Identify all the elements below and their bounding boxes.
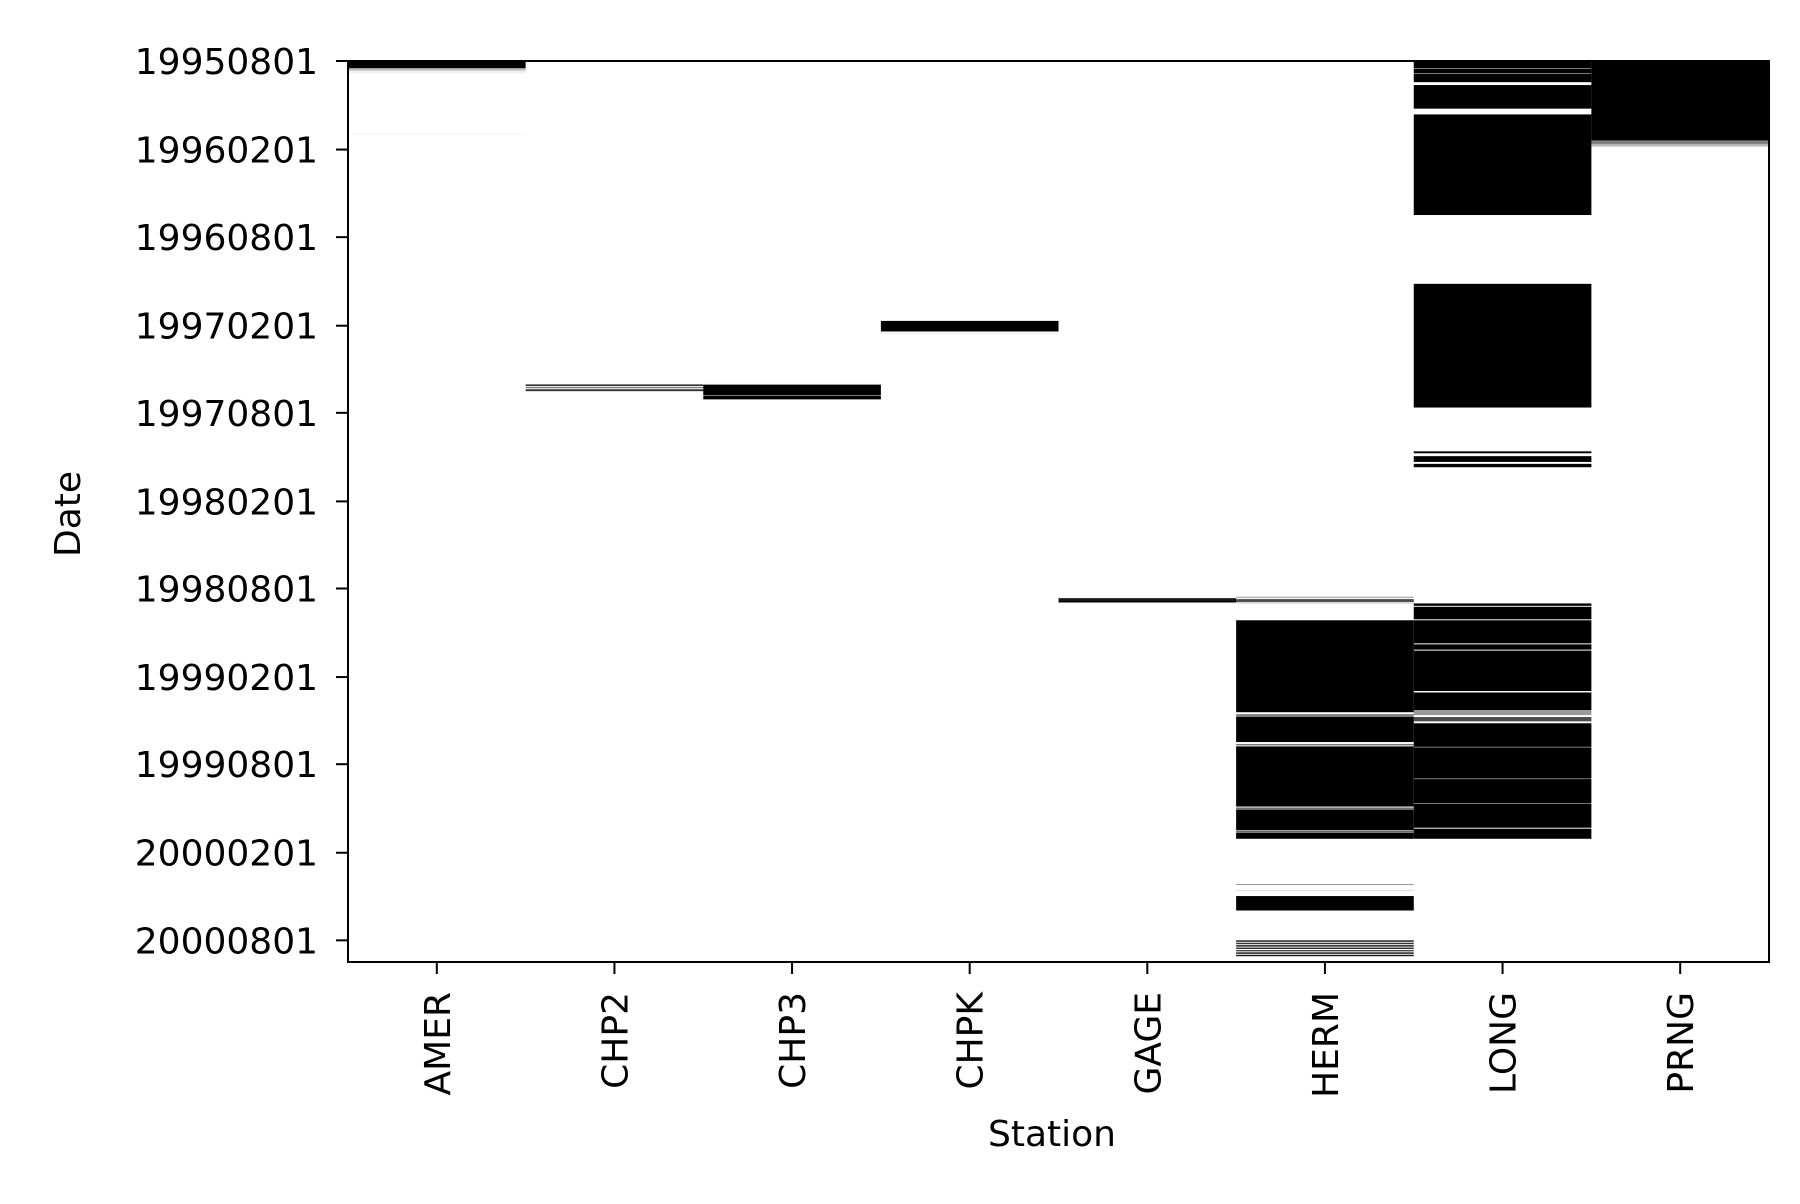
data-cell-chp3	[703, 384, 881, 396]
data-cell-chp2	[525, 384, 704, 386]
data-cell-amer	[348, 61, 526, 69]
data-cell-long	[1413, 283, 1592, 408]
data-cell-herm	[1236, 884, 1414, 886]
data-cell-long	[1413, 644, 1592, 650]
data-cell-long	[1413, 61, 1592, 69]
data-cell-gage	[1058, 598, 1237, 601]
y-tick-label: 19960801	[135, 218, 318, 259]
x-tick-label: AMER	[418, 992, 459, 1095]
data-cell-herm	[1236, 620, 1414, 713]
data-cell-herm	[1236, 949, 1414, 952]
data-cell-herm	[1236, 596, 1414, 599]
data-cell-long	[1413, 85, 1592, 109]
x-tick-label: CHPK	[951, 991, 992, 1090]
x-axis: AMER CHP2 CHP3 CHPK GAGE HERM LONG PRNG	[418, 962, 1702, 1098]
data-cell-amer	[348, 70, 526, 74]
data-cell-long	[1413, 803, 1592, 828]
data-cell-herm	[1236, 807, 1414, 809]
x-tick-label: CHP3	[773, 992, 814, 1089]
data-cell-long	[1413, 723, 1592, 747]
data-cell-long	[1413, 620, 1592, 644]
data-cell-herm	[1236, 896, 1414, 911]
data-cell-prng	[1591, 61, 1770, 141]
data-cell-long	[1413, 710, 1592, 716]
data-cell-long	[1413, 603, 1592, 606]
data-cell-long	[1413, 73, 1592, 83]
data-cell-gage	[1058, 600, 1237, 603]
data-cell-herm	[1236, 743, 1414, 746]
y-tick-label: 19990201	[135, 658, 318, 699]
data-cell-long	[1413, 463, 1592, 468]
data-cell-chp3	[703, 383, 881, 385]
x-tick-label: PRNG	[1661, 992, 1702, 1094]
data-cell-long	[1413, 828, 1592, 839]
y-tick-label: 19990801	[135, 745, 318, 786]
data-cell-herm	[1236, 889, 1414, 891]
data-cell-herm	[1236, 602, 1414, 604]
data-cell-chpk	[880, 332, 1059, 334]
data-cell-long	[1413, 68, 1592, 74]
data-cell-chp3	[703, 395, 881, 400]
data-cell-long	[1413, 456, 1592, 462]
x-tick-label: LONG	[1484, 992, 1525, 1094]
data-cell-herm	[1236, 716, 1414, 743]
heatmap-cells	[348, 61, 1770, 957]
data-cell-long	[1413, 114, 1592, 203]
y-tick-label: 19970801	[135, 394, 318, 435]
data-cell-long	[1413, 747, 1592, 779]
data-cell-herm	[1236, 947, 1414, 949]
data-cell-herm	[1236, 942, 1414, 945]
x-axis-label: Station	[988, 1114, 1116, 1155]
data-cell-long	[1413, 692, 1592, 711]
data-cell-herm	[1236, 945, 1414, 947]
data-cell-herm	[1236, 940, 1414, 942]
data-cell-herm	[1236, 746, 1414, 807]
y-tick-label: 19980201	[135, 482, 318, 523]
data-cell-long	[1413, 779, 1592, 804]
x-tick-label: HERM	[1306, 992, 1347, 1098]
data-cell-amer	[348, 133, 526, 135]
data-cell-long	[1413, 650, 1592, 692]
data-cell-herm	[1236, 714, 1414, 717]
y-tick-label: 19970201	[135, 307, 318, 348]
y-tick-label: 20000201	[135, 834, 318, 875]
y-tick-label: 19960201	[135, 131, 318, 172]
data-cell-herm	[1236, 954, 1414, 957]
data-cell-herm	[1236, 599, 1414, 602]
data-cell-long	[1413, 717, 1592, 722]
data-cell-long	[1413, 606, 1592, 620]
data-cell-herm	[1236, 832, 1414, 839]
data-cell-herm	[1236, 809, 1414, 831]
x-tick-label: GAGE	[1128, 992, 1169, 1095]
y-axis: 19950801 19960201 19960801 19970201 19970801…	[135, 42, 348, 962]
data-cell-long	[1413, 201, 1592, 216]
x-tick-label: CHP2	[595, 992, 636, 1089]
plot-frame	[347, 60, 1770, 963]
y-tick-label: 19980801	[135, 570, 318, 611]
y-axis-label: Date	[48, 471, 89, 557]
data-cell-chp2	[525, 386, 704, 389]
data-cell-chp2	[525, 389, 704, 392]
y-tick-label: 20000801	[135, 921, 318, 962]
data-cell-amer	[348, 68, 526, 71]
data-cell-herm	[1236, 830, 1414, 833]
data-cell-prng	[1591, 144, 1770, 147]
data-cell-long	[1413, 451, 1592, 454]
data-cell-chpk	[880, 320, 1059, 332]
y-tick-label: 19950801	[135, 42, 318, 83]
data-cell-herm	[1236, 952, 1414, 954]
data-cell-chp3	[703, 395, 881, 397]
data-cell-prng	[1591, 140, 1770, 145]
